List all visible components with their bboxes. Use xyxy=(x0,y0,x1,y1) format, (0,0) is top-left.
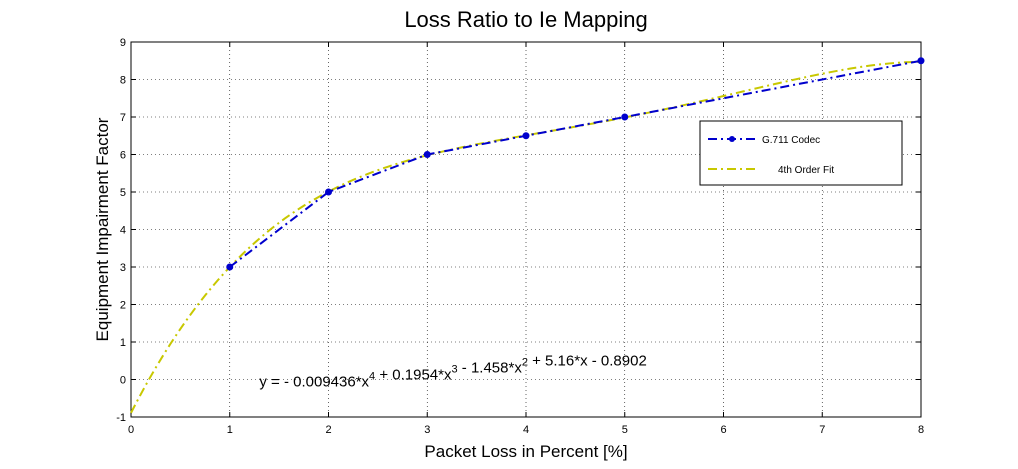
y-tick-label: 4 xyxy=(120,225,126,237)
data-point-g711-codec xyxy=(423,151,431,158)
x-tick-label: 2 xyxy=(325,424,331,436)
y-tick-label: 6 xyxy=(120,150,126,162)
fit-equation: y = - 0.009436*x4 + 0.1954*x3 - 1.458*x2… xyxy=(259,353,646,391)
x-tick-label: 1 xyxy=(227,424,233,436)
legend-marker xyxy=(729,136,735,142)
chart-title: Loss Ratio to Ie Mapping xyxy=(404,7,647,32)
y-tick-label: 8 xyxy=(120,75,126,87)
y-tick-label: 0 xyxy=(120,375,126,387)
legend-label: G.711 Codec xyxy=(762,135,820,146)
legend: G.711 Codec 4th Order Fit xyxy=(699,120,903,186)
legend-box xyxy=(699,120,903,186)
x-axis-label: Packet Loss in Percent [%] xyxy=(424,442,627,461)
data-point-g711-codec xyxy=(226,263,234,271)
y-tick-label: 9 xyxy=(120,37,126,49)
data-point-g711-codec xyxy=(917,57,925,65)
series-layer xyxy=(130,57,925,414)
data-point-g711-codec xyxy=(522,132,530,140)
y-axis-label: Equipment Impairment Factor xyxy=(93,117,112,341)
y-tick-label: 7 xyxy=(120,112,126,124)
x-tick-label: 5 xyxy=(622,424,628,436)
data-point-g711-codec xyxy=(325,188,332,196)
y-tick-label: 2 xyxy=(120,300,126,312)
x-tick-label: 6 xyxy=(720,424,726,436)
data-point-g711-codec xyxy=(621,113,629,121)
x-tick-label: 8 xyxy=(918,424,924,436)
series-line-g711-codec xyxy=(229,59,922,268)
x-tick-label: 7 xyxy=(819,424,825,436)
y-tick-label: 1 xyxy=(120,337,126,349)
x-tick-label: 3 xyxy=(424,424,430,436)
x-tick-label: 0 xyxy=(128,424,134,436)
y-tick-label: 5 xyxy=(120,187,126,199)
y-tick-label: 3 xyxy=(120,262,126,274)
grid xyxy=(131,42,921,417)
y-tick-label: -1 xyxy=(116,412,126,424)
x-tick-label: 4 xyxy=(523,424,529,436)
legend-label: 4th Order Fit xyxy=(778,165,834,176)
